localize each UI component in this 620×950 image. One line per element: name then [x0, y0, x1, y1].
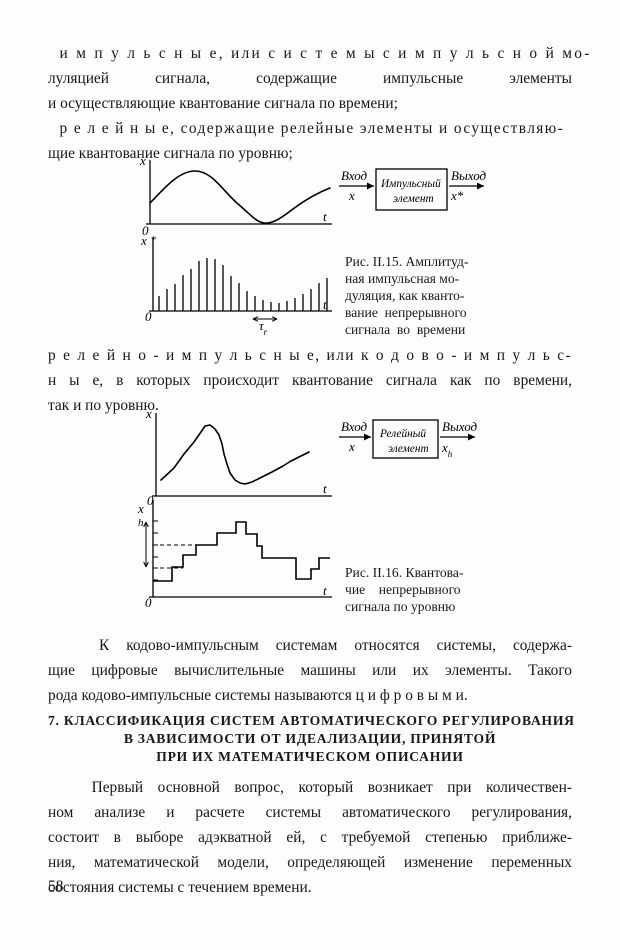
- svg-text:Выход: Выход: [442, 419, 478, 434]
- svg-text:0: 0: [145, 595, 152, 610]
- svg-text:x: x: [145, 406, 152, 421]
- svg-text:t: t: [323, 583, 327, 598]
- svg-text:x: x: [137, 501, 144, 516]
- svg-text:элемент: элемент: [388, 443, 429, 455]
- svg-text:x: x: [348, 439, 355, 454]
- svg-text:h: h: [138, 517, 144, 529]
- svg-text:xh: xh: [441, 440, 453, 459]
- svg-text:t: t: [323, 481, 327, 496]
- svg-text:Вход: Вход: [341, 419, 368, 434]
- svg-text:Релейный: Релейный: [379, 428, 426, 440]
